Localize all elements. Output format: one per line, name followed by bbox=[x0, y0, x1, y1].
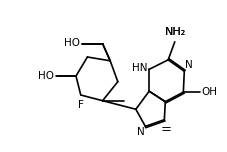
Text: NH₂: NH₂ bbox=[164, 27, 185, 37]
Text: HO: HO bbox=[38, 71, 54, 81]
Text: F: F bbox=[77, 100, 83, 110]
Text: OH: OH bbox=[200, 87, 217, 97]
Text: N: N bbox=[136, 127, 144, 137]
Text: HN: HN bbox=[131, 63, 147, 73]
Text: N: N bbox=[185, 60, 192, 70]
Text: NH₂: NH₂ bbox=[164, 27, 185, 37]
Text: =: = bbox=[160, 123, 171, 136]
Text: HO: HO bbox=[64, 38, 79, 48]
